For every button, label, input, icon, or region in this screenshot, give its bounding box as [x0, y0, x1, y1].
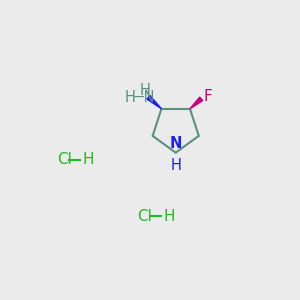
Text: Cl: Cl — [138, 209, 152, 224]
Polygon shape — [147, 96, 161, 109]
Text: H: H — [82, 152, 94, 167]
Polygon shape — [190, 97, 203, 109]
Text: N: N — [169, 136, 182, 152]
Text: Cl: Cl — [57, 152, 72, 167]
Text: H: H — [164, 209, 175, 224]
Text: F: F — [204, 89, 212, 104]
Text: H─N: H─N — [124, 90, 155, 105]
Text: H: H — [170, 158, 181, 173]
Text: H: H — [139, 83, 150, 98]
